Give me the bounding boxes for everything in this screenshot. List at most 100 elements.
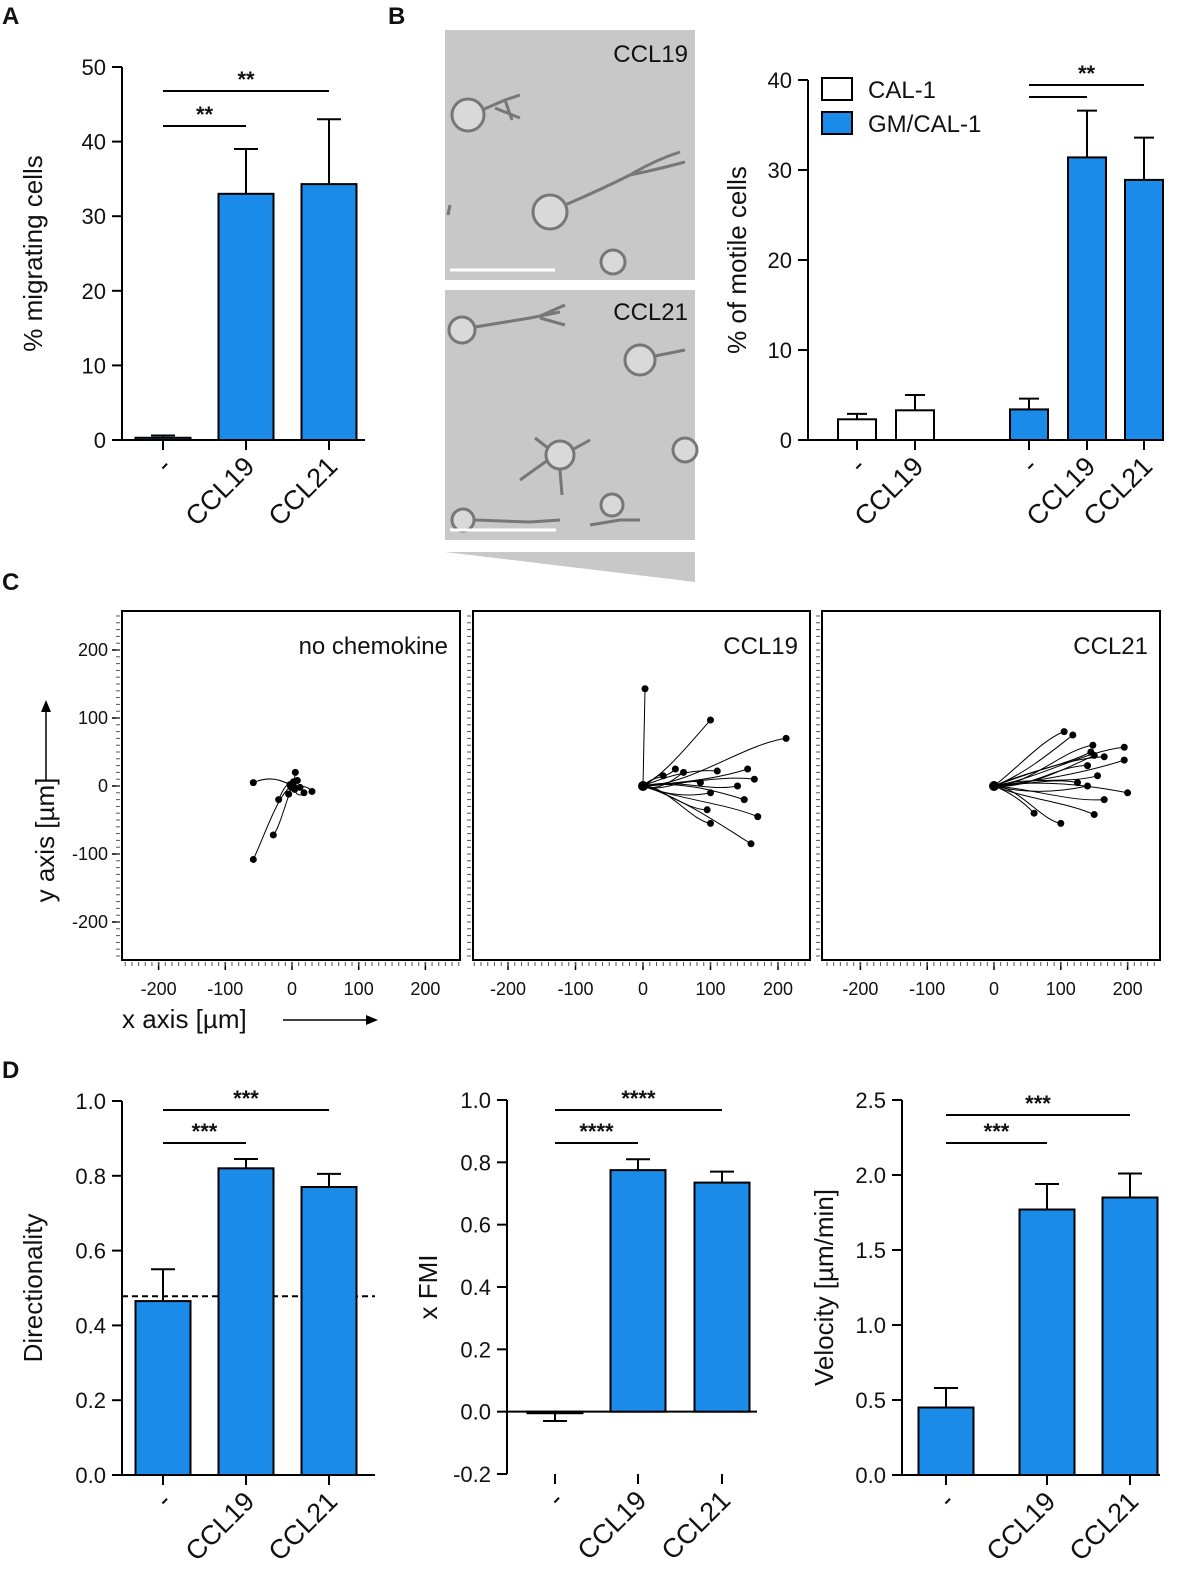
- legend-swatch-0: [821, 77, 853, 101]
- bar-2: [300, 1186, 358, 1477]
- track-endpoint: [1074, 779, 1081, 787]
- bar-cal-1-1: [895, 409, 935, 441]
- y-tick-label: 0: [780, 428, 792, 453]
- track-endpoint: [750, 775, 758, 783]
- x-category-label: -: [150, 1486, 178, 1514]
- x-category-label: CCL21: [656, 1485, 737, 1566]
- cell-track: [642, 783, 738, 789]
- chart-panel-c: no chemokine -200 -100 0 100 200 200 100 0 -100 -2…: [30, 610, 1161, 1034]
- track-endpoint: [1094, 772, 1102, 780]
- zoom-wedge: [445, 552, 695, 582]
- significance-label: ***: [192, 1119, 218, 1144]
- track-endpoint: [249, 855, 257, 863]
- cell-track: [252, 785, 293, 860]
- track-endpoint: [300, 789, 308, 797]
- track-endpoint: [713, 767, 721, 775]
- significance-label: ****: [621, 1086, 656, 1111]
- cell-track: [993, 785, 1105, 801]
- track-endpoint: [641, 685, 649, 693]
- track-plot-title: CCL21: [1073, 633, 1148, 660]
- micrograph-ccl19: CCL19: [445, 30, 695, 280]
- panel-letter-d: D: [2, 1057, 19, 1084]
- track-endpoint: [249, 779, 257, 787]
- x-category-label: -: [844, 451, 872, 479]
- x-tick-label: -100: [909, 979, 945, 999]
- cell-track: [253, 778, 293, 787]
- y-tick-label: 1.0: [460, 1088, 491, 1113]
- y-tick-label: 20: [768, 248, 792, 273]
- x-tick-label: -200: [490, 979, 526, 999]
- track-endpoint: [747, 840, 755, 848]
- y-tick-label: 0.0: [460, 1400, 491, 1425]
- track-endpoint: [1057, 819, 1065, 827]
- x-tick-label: 100: [695, 979, 725, 999]
- track-endpoint: [1060, 728, 1068, 736]
- cell-track: [993, 731, 1065, 787]
- bar-2: [300, 183, 358, 441]
- y-tick-label: 50: [82, 55, 106, 80]
- micrograph-ccl21: CCL21: [445, 290, 699, 540]
- y-tick-label: 0.8: [75, 1164, 106, 1189]
- track-endpoint: [740, 796, 748, 804]
- y-tick-label: 0.0: [855, 1463, 886, 1488]
- cell-track: [993, 785, 1095, 816]
- bar-1: [1018, 1208, 1076, 1476]
- x-category-label: CCL19: [180, 451, 261, 532]
- bar-1: [217, 1167, 275, 1476]
- cell-track: [642, 770, 718, 787]
- track-endpoint: [1069, 731, 1077, 739]
- x-tick-label: 200: [410, 979, 440, 999]
- micrograph-ccl19-label: CCL19: [613, 41, 688, 68]
- significance-label: **: [196, 102, 214, 127]
- significance-label: ***: [1025, 1091, 1051, 1116]
- bar-gm-cal-1-0: [1009, 408, 1049, 441]
- significance-label: **: [1078, 61, 1096, 86]
- bar-0: [526, 1410, 584, 1415]
- y-tick-label: 0.2: [75, 1388, 106, 1413]
- bar-0: [134, 1300, 192, 1476]
- y-tick-label: 100: [78, 708, 108, 728]
- y-tick-label: 30: [768, 158, 792, 183]
- panel-letter-b: B: [388, 3, 405, 30]
- x-tick-label: 100: [344, 979, 374, 999]
- y-tick-label: 0.4: [75, 1313, 106, 1338]
- track-endpoint: [269, 831, 277, 839]
- y-axis-title: % of motile cells: [722, 166, 752, 354]
- x-category-label: -: [150, 451, 178, 479]
- y-tick-label: -200: [72, 912, 108, 932]
- track-endpoint: [680, 768, 687, 776]
- track-endpoint: [734, 782, 741, 790]
- track-endpoint: [1120, 743, 1128, 751]
- chart-panel-a: 0 10 20 30 40 50 % migrating cells - CCL19 CCL21 *…: [18, 55, 365, 532]
- legend-label: CAL-1: [868, 77, 936, 104]
- y-tick-label: 20: [82, 279, 106, 304]
- x-tick-label: -100: [557, 979, 593, 999]
- track-endpoint: [1090, 811, 1098, 819]
- track-plot-frame: [121, 610, 461, 961]
- x-category-label: CCL21: [263, 1486, 344, 1567]
- x-tick-label: 100: [1046, 979, 1076, 999]
- track-endpoint: [291, 768, 299, 776]
- cell-track: [993, 756, 1105, 787]
- bar-cal-1-0: [837, 418, 877, 441]
- x-category-label: CCL19: [572, 1485, 653, 1566]
- track-endpoint: [293, 777, 301, 785]
- significance-label: ***: [984, 1119, 1010, 1144]
- cell-track: [993, 775, 1098, 787]
- bar-gm-cal-1-2: [1124, 178, 1164, 441]
- x-tick-label: -100: [207, 979, 243, 999]
- x-tick-label: -200: [842, 979, 878, 999]
- chart-panel-d-fmi: -0.2 0.0 0.2 0.4 0.6 0.8 1.0 x FMI - CCL19 CCL21 **…: [413, 1086, 757, 1566]
- track-endpoint: [1084, 762, 1092, 770]
- y-axis-title: y axis [µm]: [30, 778, 60, 903]
- cell-track: [642, 783, 745, 801]
- y-tick-label: 0.6: [460, 1213, 491, 1238]
- track-endpoint: [1120, 756, 1128, 764]
- panel-letter-a: A: [2, 3, 19, 30]
- track-plot-title: no chemokine: [299, 633, 448, 660]
- x-category-label: CCL19: [981, 1486, 1062, 1567]
- x-tick-label: 200: [1113, 979, 1143, 999]
- bar-0: [134, 436, 192, 441]
- bar-2: [693, 1181, 751, 1413]
